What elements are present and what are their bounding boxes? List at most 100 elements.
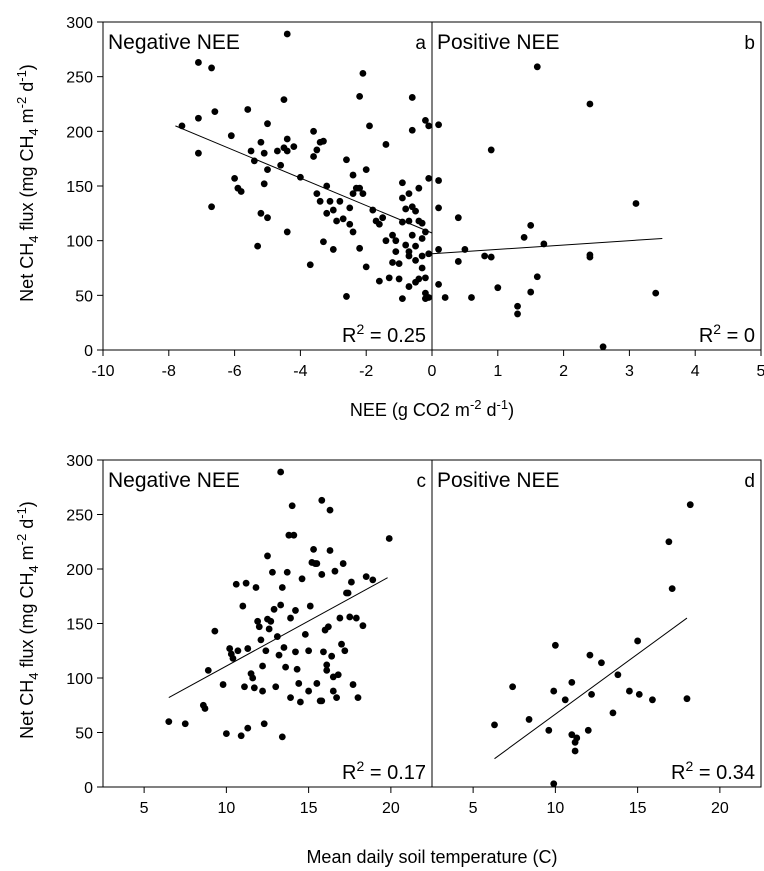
data-point — [226, 645, 234, 652]
y-tick-label: 100 — [66, 234, 93, 251]
data-point — [320, 238, 327, 246]
x-axis-label-bottom: Mean daily soil temperature (C) — [306, 847, 557, 867]
data-point — [346, 613, 354, 621]
data-point — [208, 64, 215, 72]
data-point — [668, 585, 676, 593]
data-point — [599, 343, 607, 351]
x-tick-label: 20 — [711, 800, 729, 817]
data-point — [514, 302, 521, 310]
data-point — [412, 242, 419, 250]
data-point — [326, 506, 334, 514]
panel-b: 0 1 2 3 4 5 Positive NEE b R2 = 0 — [428, 21, 764, 380]
data-point — [323, 182, 331, 190]
y-tick-label: 50 — [75, 726, 93, 743]
data-point — [318, 697, 326, 705]
data-point — [586, 651, 594, 659]
data-point — [211, 627, 219, 635]
data-point — [550, 687, 558, 695]
data-point — [244, 724, 252, 732]
data-point — [290, 143, 298, 151]
panel-title: Negative NEE — [108, 31, 240, 54]
data-point — [267, 617, 275, 625]
data-point — [305, 647, 313, 655]
data-point — [461, 246, 469, 253]
data-point — [649, 696, 656, 704]
data-point — [273, 147, 281, 155]
data-point — [244, 645, 252, 652]
y-tick-label: 250 — [66, 508, 93, 525]
panel-title: Positive NEE — [437, 469, 560, 492]
r-squared-label: R2 = 0.25 — [342, 321, 426, 347]
data-point — [422, 117, 429, 124]
data-point — [441, 294, 449, 301]
data-point — [339, 215, 347, 223]
data-point — [349, 190, 357, 198]
data-point — [280, 644, 288, 651]
data-point — [551, 641, 559, 649]
data-point — [306, 602, 314, 610]
x-tick-label: 4 — [691, 363, 700, 380]
data-point — [283, 568, 291, 576]
data-point — [227, 132, 235, 140]
data-point — [265, 625, 273, 633]
y-tick-label: 150 — [66, 179, 93, 196]
r-squared-label: R2 = 0 — [699, 321, 755, 347]
r-squared-label: R2 = 0.17 — [342, 758, 426, 784]
data-point — [232, 580, 240, 588]
data-point — [402, 205, 410, 213]
data-point — [362, 263, 370, 271]
x-tick-label: 20 — [382, 800, 400, 817]
data-point — [354, 694, 362, 702]
data-point — [545, 726, 553, 734]
data-point — [323, 209, 331, 217]
data-point — [301, 631, 309, 638]
data-point — [573, 734, 581, 742]
data-point — [254, 617, 262, 625]
data-point — [329, 246, 337, 253]
data-point — [408, 126, 416, 134]
data-point — [412, 207, 419, 215]
data-point — [634, 637, 642, 645]
data-point — [366, 122, 373, 130]
y-tick-label: 100 — [66, 671, 93, 688]
y-axis-label-top: Net CH4 flux (mg CH4 m-2 d-1) — [14, 64, 41, 302]
data-point — [635, 690, 643, 698]
x-tick-label: -4 — [293, 363, 307, 380]
data-point — [418, 264, 426, 272]
data-point — [234, 647, 242, 655]
data-point — [356, 244, 364, 252]
panel-a: -10 -8 -6 -4 -2 0 50 100 150 200 250 300 Negative NE… — [66, 15, 433, 380]
data-point — [275, 651, 283, 659]
data-point — [323, 666, 331, 674]
data-point — [320, 137, 327, 145]
data-point — [468, 294, 475, 301]
data-point — [324, 623, 332, 631]
data-point — [298, 575, 306, 583]
data-point — [204, 666, 212, 674]
data-point — [277, 161, 285, 169]
panel-letter: d — [744, 471, 755, 492]
data-point — [385, 274, 393, 282]
x-tick-label: 15 — [629, 800, 647, 817]
data-point — [568, 678, 576, 686]
data-point — [285, 531, 293, 539]
data-point — [272, 683, 280, 691]
data-point — [222, 730, 230, 737]
data-point — [344, 589, 352, 597]
data-point — [310, 545, 317, 553]
panel-letter: c — [417, 471, 427, 492]
data-point — [290, 531, 298, 539]
data-point — [405, 190, 413, 198]
plot-frame — [431, 21, 762, 351]
y-tick-label: 300 — [66, 15, 93, 32]
data-point — [259, 687, 266, 695]
regression-line — [431, 237, 663, 255]
y-tick-label: 250 — [66, 70, 93, 87]
data-point — [195, 59, 202, 66]
data-point — [219, 681, 227, 688]
data-point — [588, 690, 595, 698]
data-point — [533, 273, 541, 281]
data-point — [514, 310, 521, 318]
data-point — [425, 294, 433, 301]
